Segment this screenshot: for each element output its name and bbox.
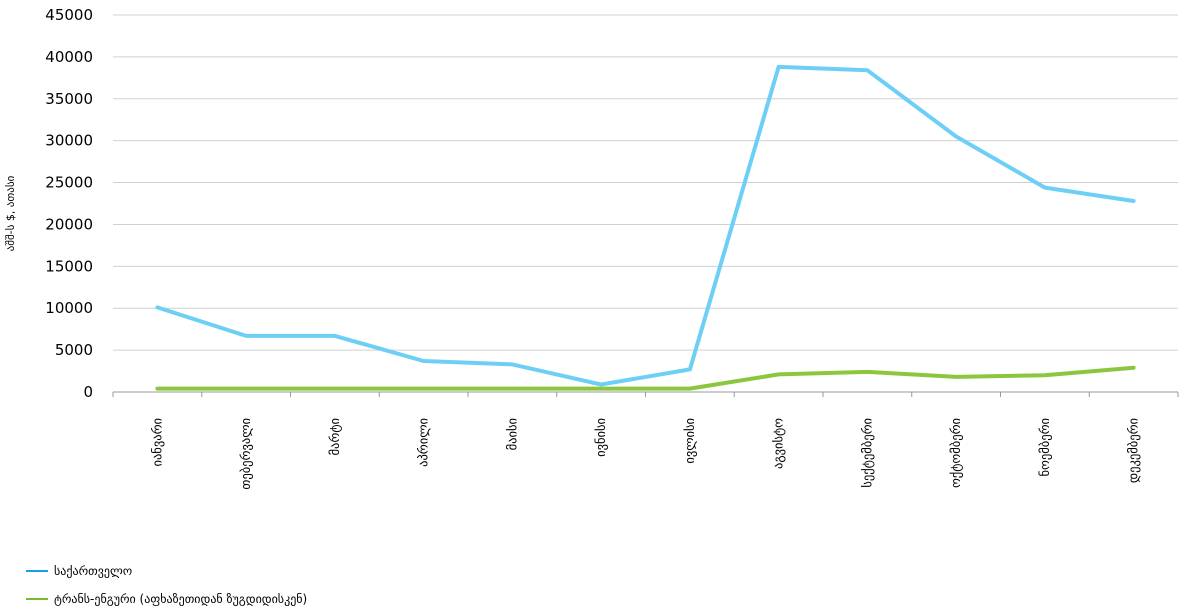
x-tick-label: ოქტომბერი [948,418,963,488]
series-lines [155,64,1136,391]
legend-label-trans-enguri: ტრანს-ენგური (აფხაზეთიდან ზუგდიდისკენ) [54,592,308,606]
y-tick-label: 5000 [55,341,93,359]
x-axis-ticks: იანვარი თებერვალი მარტი აპრილი მაისი ივნისი ივ… [149,418,1140,490]
x-tick-label: სექტემბერი [859,418,874,488]
y-axis-label: აშშ-ს $, ათასი [4,175,17,251]
y-tick-label: 35000 [45,90,93,108]
gridlines [113,14,1178,351]
x-tick-label: ივნისი [593,418,608,457]
legend-swatch-georgia [26,570,48,572]
y-tick-label: 15000 [45,257,93,275]
x-axis [112,391,1179,397]
y-axis-ticks: 0 5000 10000 15000 20000 25000 30000 35000 40000… [45,6,93,401]
legend-item-georgia: საქართველო [26,564,132,578]
x-tick-label: თებერვალი [238,418,253,490]
y-tick-label: 20000 [45,215,93,233]
y-tick-label: 30000 [45,132,93,150]
y-tick-label: 45000 [45,6,93,24]
y-tick-label: 25000 [45,174,93,192]
series-line-2 [155,365,1136,391]
legend-swatch-trans-enguri [26,598,48,600]
x-tick-label: ნოემბერი [1037,418,1052,476]
y-tick-label: 0 [83,383,93,401]
x-tick-label: იანვარი [149,418,164,467]
y-tick-label: 10000 [45,299,93,317]
x-tick-label: დეკემბერი [1126,418,1141,483]
legend-label-georgia: საქართველო [54,564,133,578]
legend-item-trans-enguri: ტრანს-ენგური (აფხაზეთიდან ზუგდიდისკენ) [26,592,307,606]
x-tick-label: მარტი [327,418,342,455]
line-chart: 0 5000 10000 15000 20000 25000 30000 35000 40000… [4,6,1179,490]
series-line-1 [155,64,1136,387]
x-tick-label: ივლისი [682,418,697,464]
x-tick-label: მაისი [504,418,519,450]
x-tick-label: აგვისტო [771,418,786,469]
x-tick-label: აპრილი [416,418,431,467]
y-tick-label: 40000 [45,48,93,66]
